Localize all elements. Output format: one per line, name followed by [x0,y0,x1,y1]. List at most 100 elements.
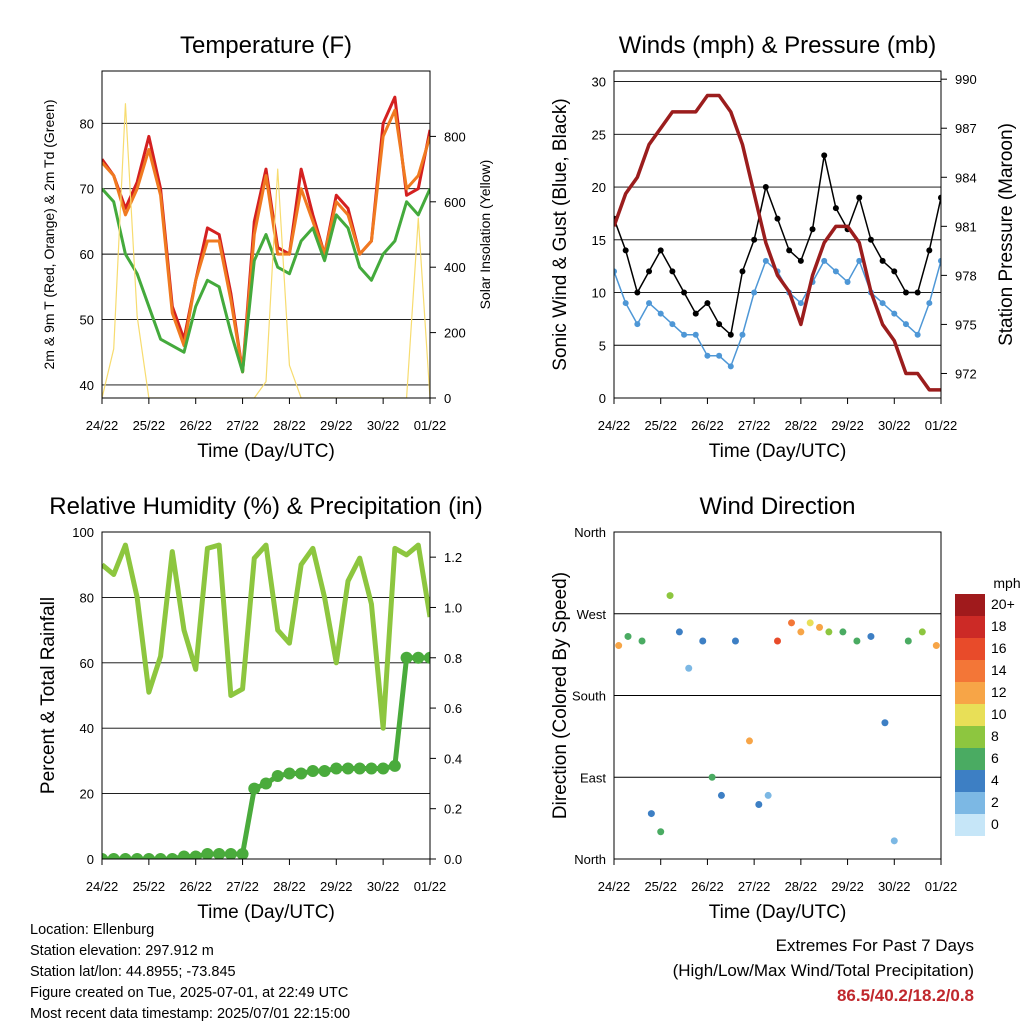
data-point [788,619,796,627]
extremes-box: Extremes For Past 7 Days (High/Low/Max W… [673,933,974,1008]
x-tick-label: 29/22 [320,879,353,894]
chart-title: Temperature (F) [180,32,352,59]
x-tick-label: 30/22 [878,879,911,894]
x-tick-label: 26/22 [691,418,724,433]
data-point [708,773,716,781]
y-tick-label: 70 [80,182,94,197]
data-point [717,791,725,799]
chart-panel-4: Wind Direction North East South West North 24/… [550,493,1021,923]
data-point [388,759,401,772]
data-point [178,850,190,859]
x-tick-label: 28/22 [785,879,818,894]
extremes-values: 86.5/40.2/18.2/0.8 [836,986,974,1005]
chart-panel-3: Relative Humidity (%) & Precipitation (i… [38,493,483,923]
chart-title: Winds (mph) & Pressure (mb) [619,32,936,59]
colorbar-swatch [955,770,985,792]
data-point [306,764,319,777]
elevation-text: Station elevation: 297.912 m [30,943,214,959]
data-point [699,637,707,645]
timestamp-text: Most recent data timestamp: 2025/07/01 2… [30,1006,351,1022]
colorbar-label: 12 [991,684,1007,700]
plot-frame [613,531,942,860]
y-axis-label-right: Station Pressure (Maroon) [996,123,1017,346]
colorbar-swatch [955,594,985,616]
chart-title: Relative Humidity (%) & Precipitation (i… [49,493,482,520]
y-tick-label: 80 [80,116,94,131]
y-right-tick-label: 990 [955,72,977,87]
data-point [816,623,824,631]
data-point [675,628,683,636]
y-tick-label: South [572,689,606,704]
y-tick-label: 40 [80,378,94,393]
colorbar-label: 8 [991,728,999,744]
data-point [853,637,861,645]
x-tick-label: 24/22 [86,418,119,433]
series-line [102,103,430,398]
data-point [624,632,632,640]
colorbar-label: 2 [991,794,999,810]
y-right-tick-label: 0.2 [444,802,462,817]
x-tick-label: 30/22 [367,879,400,894]
data-point [666,592,674,600]
chart-panel-1: Temperature (F)4050607080020040060080024… [41,32,493,462]
data-point [755,801,763,808]
x-axis-label: Time (Day/UTC) [197,441,335,462]
chart-panel-2: Winds (mph) & Pressure (mb) 0 5 10 15 20 25 30 9… [550,32,1017,462]
data-point [904,637,912,645]
data-point [353,762,366,775]
y-right-tick-label: 800 [444,129,466,144]
created-text: Figure created on Tue, 2025-07-01, at 22… [30,985,349,1001]
colorbar-label: 20+ [991,596,1015,612]
series-line [102,108,430,374]
y-tick-label: 5 [599,338,606,353]
data-point [377,762,390,775]
y-right-tick-label: 978 [955,268,977,283]
x-tick-label: 27/22 [226,879,259,894]
y-right-tick-label: 0.4 [444,751,462,766]
data-point [806,619,814,627]
data-point [260,777,272,790]
colorbar-swatch [955,682,985,704]
data-point [107,853,120,859]
data-point [166,853,179,859]
colorbar-swatch [955,638,985,660]
x-axis-label: Time (Day/UTC) [197,902,335,923]
x-tick-label: 30/22 [878,418,911,433]
x-tick-label: 26/22 [179,418,212,433]
x-tick-label: 24/22 [598,418,631,433]
y-tick-label: 30 [592,75,606,90]
y-tick-label: 100 [72,525,94,540]
data-point [932,642,940,650]
y-tick-label: 20 [592,180,606,195]
y-tick-label: East [580,770,606,785]
y-tick-label: 60 [80,656,94,671]
x-tick-label: 28/22 [273,879,306,894]
colorbar-label: 16 [991,640,1007,656]
y-right-tick-label: 1.0 [444,600,462,615]
x-tick-label: 01/22 [925,879,958,894]
colorbar-label: 0 [991,816,999,832]
x-tick-label: 29/22 [320,418,353,433]
data-point [647,810,655,818]
data-point [154,853,167,859]
series-group [615,592,940,845]
y-right-tick-label: 0.8 [444,651,462,666]
data-point [881,719,889,727]
data-point [638,637,646,645]
extremes-subtitle: (High/Low/Max Wind/Total Precipitation) [672,961,974,980]
x-tick-label: 29/22 [831,879,864,894]
y-right-tick-label: 972 [955,366,977,381]
data-point [745,737,753,745]
data-point [131,853,144,859]
colorbar-label: 18 [991,618,1007,634]
series-group [614,93,941,392]
data-point [283,767,296,780]
colorbar-swatch [955,814,985,836]
series-group [102,542,430,859]
data-point [318,764,331,777]
y-tick-label: North [574,852,606,867]
latlon-text: Station lat/lon: 44.8955; -73.845 [30,964,236,980]
x-tick-label: 27/22 [738,418,771,433]
colorbar-label: 14 [991,662,1007,678]
data-point [797,628,805,636]
